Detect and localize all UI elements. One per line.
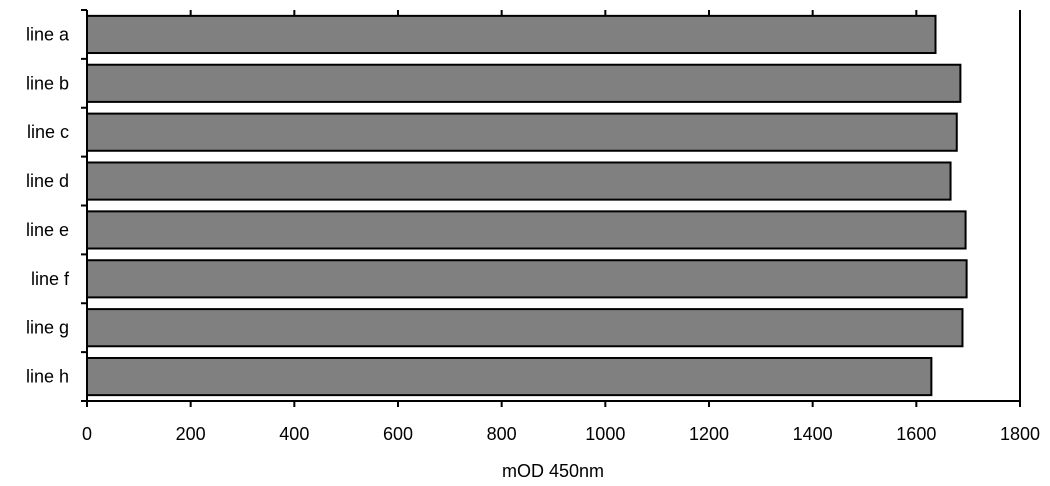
bar-line-h <box>86 356 933 397</box>
bar-line-d <box>86 161 952 201</box>
category-label: line e <box>26 220 69 240</box>
labels-group: line a line b line c line d line e line f line… <box>26 24 1040 444</box>
x-axis-title: mOD 450nm <box>502 461 604 481</box>
x-tick-label: 1000 <box>585 424 625 444</box>
category-label: line h <box>26 367 69 387</box>
bar-line-b <box>86 63 962 103</box>
category-label: line a <box>26 24 70 44</box>
bar-line-g <box>86 308 964 348</box>
category-label: line c <box>27 122 69 142</box>
bar-line-f <box>86 259 968 299</box>
x-tick-label: 1600 <box>896 424 936 444</box>
x-tick-label: 600 <box>383 424 413 444</box>
x-tick-label: 0 <box>82 424 92 444</box>
x-tick-label: 1400 <box>793 424 833 444</box>
bar-line-c <box>86 112 958 152</box>
ticks-group <box>81 9 1021 407</box>
category-label: line g <box>26 318 69 338</box>
category-label: line d <box>26 171 69 191</box>
x-tick-label: 1800 <box>1000 424 1040 444</box>
category-label: line f <box>31 269 70 289</box>
bar-line-e <box>86 210 967 250</box>
x-tick-label: 800 <box>487 424 517 444</box>
x-tick-label: 200 <box>176 424 206 444</box>
x-tick-label: 400 <box>279 424 309 444</box>
category-label: line b <box>26 73 69 93</box>
bar-line-a <box>86 14 937 55</box>
bars-group <box>86 14 968 397</box>
x-tick-label: 1200 <box>689 424 729 444</box>
